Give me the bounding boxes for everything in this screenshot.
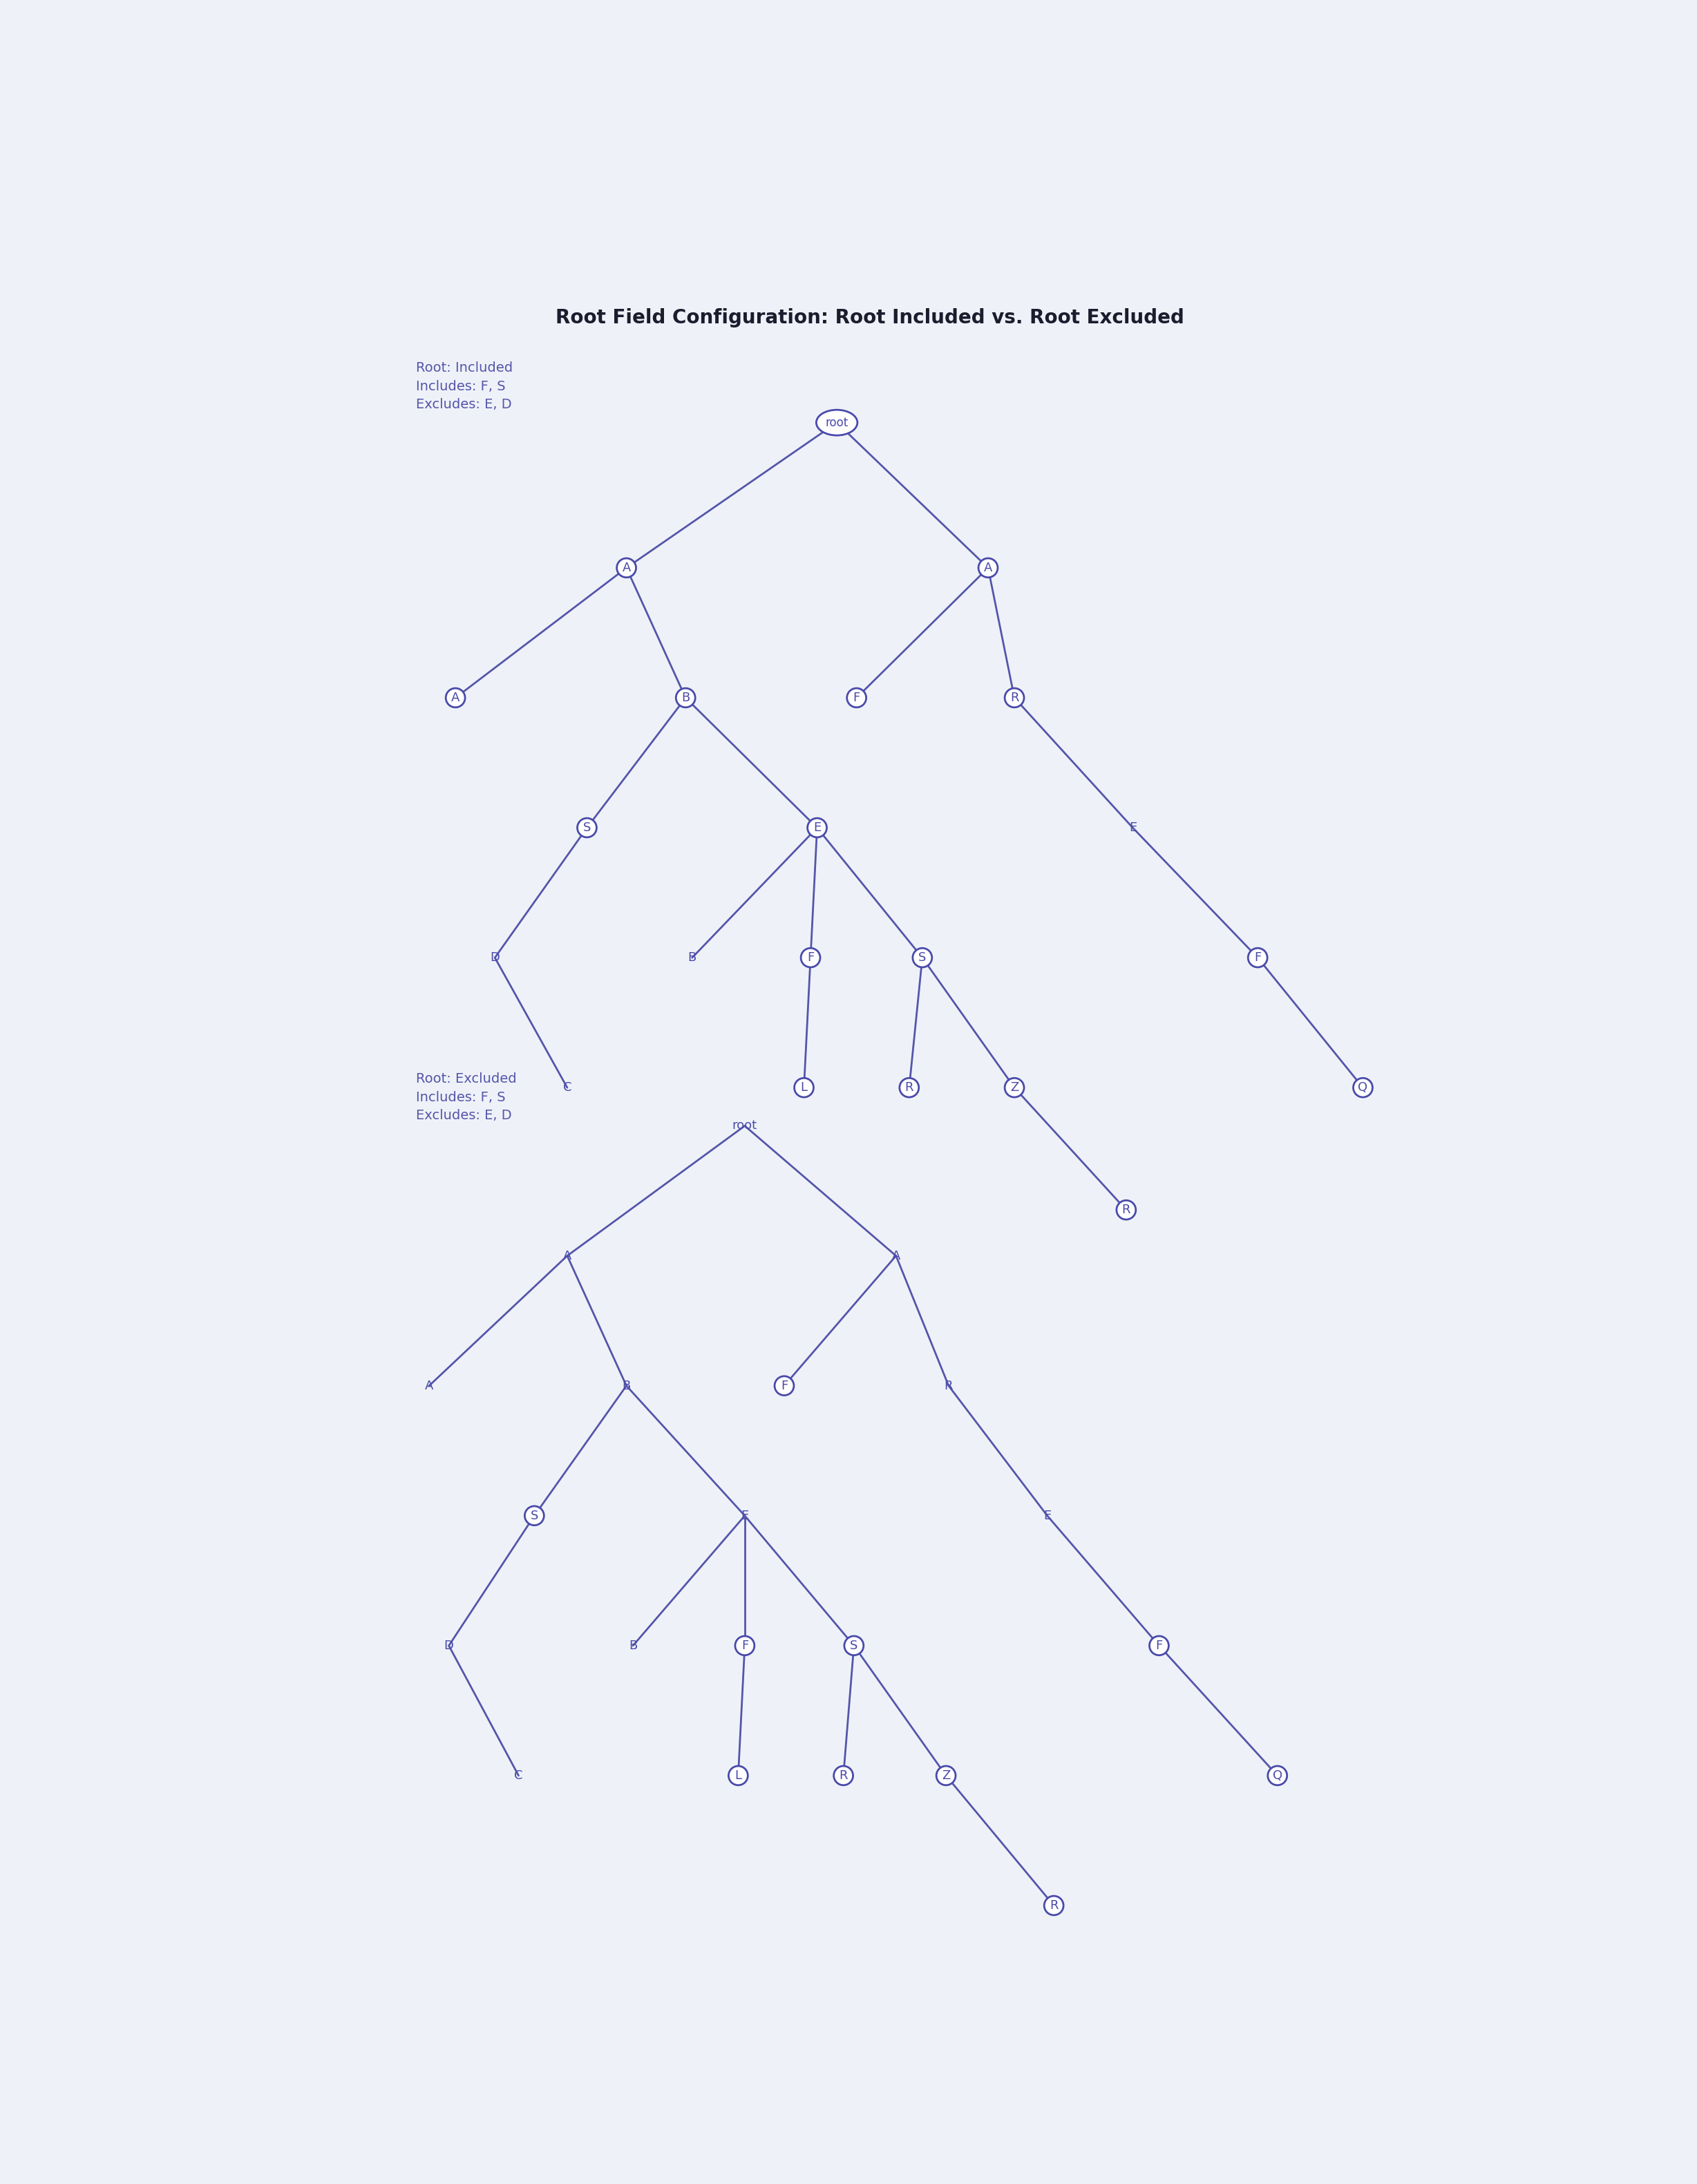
Text: F: F bbox=[1254, 952, 1261, 963]
Ellipse shape bbox=[774, 1376, 794, 1396]
Text: E: E bbox=[1129, 821, 1137, 834]
Text: A: A bbox=[623, 561, 631, 574]
Ellipse shape bbox=[808, 819, 826, 836]
Text: Z: Z bbox=[1010, 1081, 1018, 1094]
Text: A: A bbox=[984, 561, 993, 574]
Text: S: S bbox=[584, 821, 591, 834]
Text: R: R bbox=[838, 1769, 848, 1782]
Text: A: A bbox=[891, 1249, 901, 1262]
Text: Root Field Configuration: Root Included vs. Root Excluded: Root Field Configuration: Root Included … bbox=[555, 308, 1185, 328]
Text: L: L bbox=[801, 1081, 808, 1094]
Text: C: C bbox=[514, 1769, 523, 1782]
Text: B: B bbox=[687, 952, 696, 963]
Text: F: F bbox=[781, 1380, 787, 1391]
Ellipse shape bbox=[801, 948, 820, 968]
Text: A: A bbox=[563, 1249, 572, 1262]
Text: B: B bbox=[623, 1380, 631, 1391]
Text: B: B bbox=[630, 1640, 636, 1651]
Text: Root: Included
Includes: F, S
Excludes: E, D: Root: Included Includes: F, S Excludes: … bbox=[416, 363, 512, 411]
Text: F: F bbox=[742, 1640, 748, 1651]
Text: S: S bbox=[850, 1640, 859, 1651]
Text: root: root bbox=[733, 1120, 757, 1131]
Text: F: F bbox=[854, 692, 860, 703]
Text: E: E bbox=[813, 821, 821, 834]
Ellipse shape bbox=[446, 688, 465, 708]
Ellipse shape bbox=[728, 1767, 748, 1784]
Text: Q: Q bbox=[1273, 1769, 1283, 1782]
Text: Root: Excluded
Includes: F, S
Excludes: E, D: Root: Excluded Includes: F, S Excludes: … bbox=[416, 1072, 516, 1123]
Ellipse shape bbox=[577, 819, 597, 836]
Text: R: R bbox=[1122, 1203, 1130, 1216]
Text: root: root bbox=[825, 417, 848, 428]
Ellipse shape bbox=[794, 1079, 813, 1096]
Ellipse shape bbox=[1247, 948, 1268, 968]
Ellipse shape bbox=[735, 1636, 755, 1655]
Text: A: A bbox=[451, 692, 460, 703]
Text: F: F bbox=[808, 952, 815, 963]
Ellipse shape bbox=[816, 411, 857, 435]
Text: R: R bbox=[1049, 1900, 1059, 1911]
Ellipse shape bbox=[1353, 1079, 1373, 1096]
Ellipse shape bbox=[675, 688, 696, 708]
Ellipse shape bbox=[524, 1507, 545, 1524]
Ellipse shape bbox=[899, 1079, 918, 1096]
Ellipse shape bbox=[616, 559, 636, 577]
Text: R: R bbox=[1010, 692, 1018, 703]
Text: F: F bbox=[1156, 1640, 1162, 1651]
Ellipse shape bbox=[913, 948, 932, 968]
Text: S: S bbox=[531, 1509, 538, 1522]
Ellipse shape bbox=[1005, 688, 1023, 708]
Text: B: B bbox=[682, 692, 689, 703]
Ellipse shape bbox=[847, 688, 865, 708]
Text: E: E bbox=[742, 1509, 748, 1522]
Text: S: S bbox=[918, 952, 927, 963]
Text: D: D bbox=[445, 1640, 453, 1651]
Ellipse shape bbox=[1005, 1079, 1023, 1096]
Ellipse shape bbox=[1044, 1896, 1064, 1915]
Text: L: L bbox=[735, 1769, 742, 1782]
Ellipse shape bbox=[1268, 1767, 1286, 1784]
Ellipse shape bbox=[833, 1767, 854, 1784]
Ellipse shape bbox=[937, 1767, 955, 1784]
Text: Q: Q bbox=[1358, 1081, 1368, 1094]
Ellipse shape bbox=[1117, 1201, 1135, 1219]
Text: A: A bbox=[424, 1380, 433, 1391]
Text: R: R bbox=[905, 1081, 913, 1094]
Text: E: E bbox=[1044, 1509, 1050, 1522]
Text: D: D bbox=[490, 952, 499, 963]
Ellipse shape bbox=[845, 1636, 864, 1655]
Text: R: R bbox=[944, 1380, 954, 1391]
Ellipse shape bbox=[1149, 1636, 1169, 1655]
Ellipse shape bbox=[979, 559, 998, 577]
Text: Z: Z bbox=[942, 1769, 950, 1782]
Text: C: C bbox=[563, 1081, 572, 1094]
